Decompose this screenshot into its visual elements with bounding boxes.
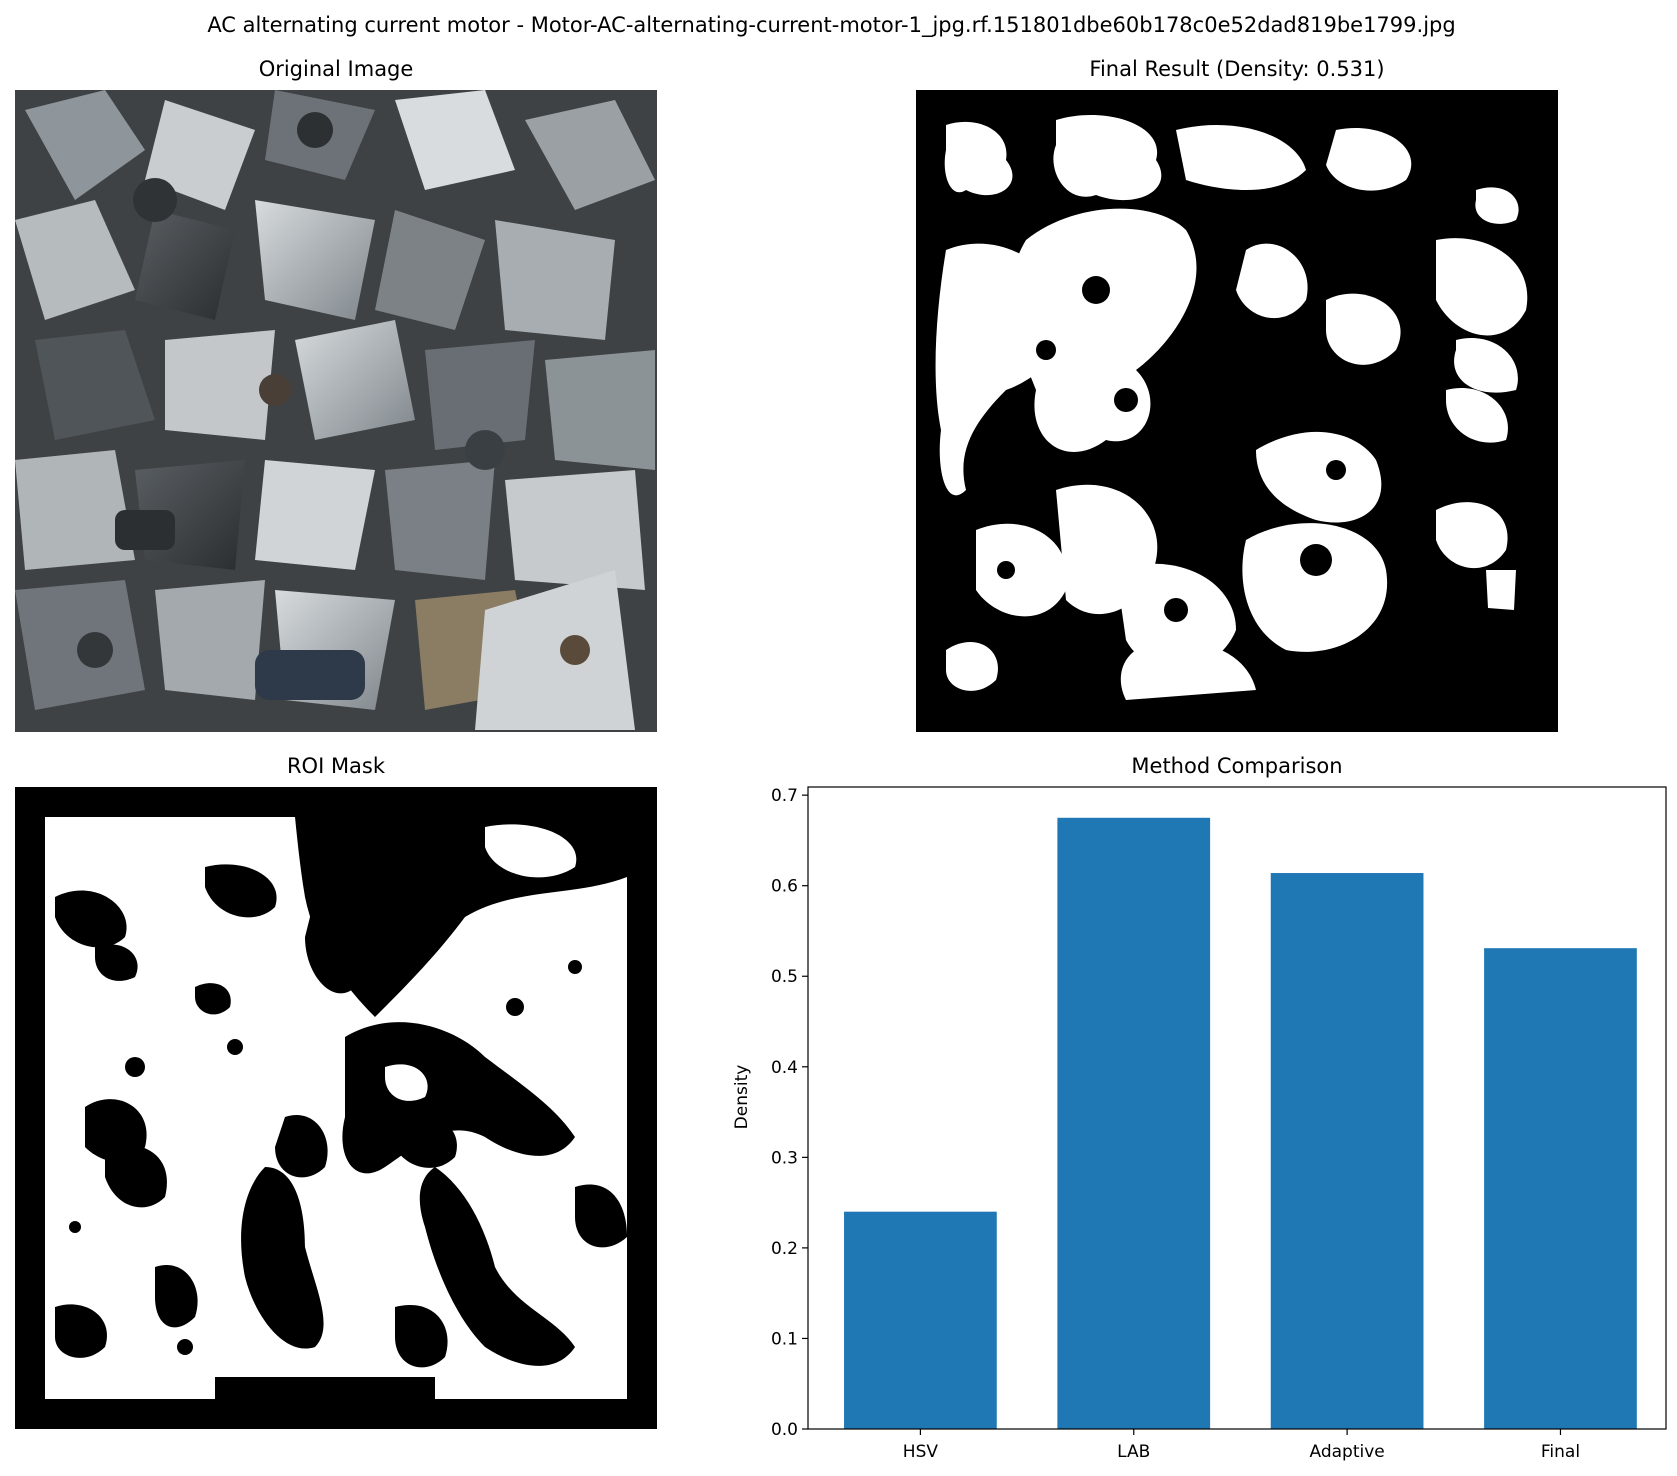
x-tick-label: Adaptive: [1309, 1442, 1384, 1462]
y-tick-label: 0.4: [771, 1058, 798, 1078]
roi-mask: [15, 787, 657, 1429]
chart-y-ticks: 0.0 0.1 0.2 0.3 0.4 0.5 0.6 0.7: [771, 786, 808, 1440]
y-axis-label: Density: [732, 1065, 752, 1130]
y-tick-label: 0.0: [771, 1420, 798, 1440]
final-mask-image: [916, 90, 1558, 732]
final-result-title: Final Result (Density: 0.531): [1089, 57, 1385, 81]
y-tick-label: 0.5: [771, 967, 798, 987]
plot-frame: [807, 786, 1667, 1430]
y-tick-label: 0.3: [771, 1148, 798, 1168]
original-image: [15, 90, 657, 732]
bar-lab: [1057, 817, 1211, 1429]
bar-adaptive: [1270, 873, 1424, 1429]
y-tick-label: 0.6: [771, 877, 798, 897]
chart-x-ticks: HSV LAB Adaptive Final: [903, 1429, 1580, 1462]
scrap-pile: [15, 90, 655, 730]
original-image-title: Original Image: [258, 57, 414, 81]
bar-final: [1484, 948, 1637, 1429]
chart-axes: [807, 786, 1667, 1430]
y-tick-label: 0.2: [771, 1239, 798, 1259]
y-tick-label: 0.1: [771, 1329, 798, 1349]
roi-mask-title: ROI Mask: [286, 754, 386, 778]
figure-title: AC alternating current motor - Motor-AC-…: [207, 13, 1456, 37]
roi-mask-image: [15, 787, 657, 1429]
final-mask-regions: [935, 114, 1528, 700]
x-tick-label: HSV: [903, 1442, 939, 1462]
final-result-mask: [916, 90, 1558, 732]
scrap-motors-photo: [15, 90, 657, 732]
chart-bars: [844, 817, 1637, 1429]
roi-mask-islands: [385, 824, 577, 1277]
x-tick-label: Final: [1541, 1442, 1580, 1462]
final-mask-holes: [997, 276, 1346, 622]
y-tick-label: 0.7: [771, 786, 798, 806]
roi-mask-holes: [55, 817, 627, 1399]
method-comparison-title: Method Comparison: [1131, 754, 1343, 778]
bar-hsv: [844, 1211, 997, 1429]
x-tick-label: LAB: [1117, 1442, 1150, 1462]
